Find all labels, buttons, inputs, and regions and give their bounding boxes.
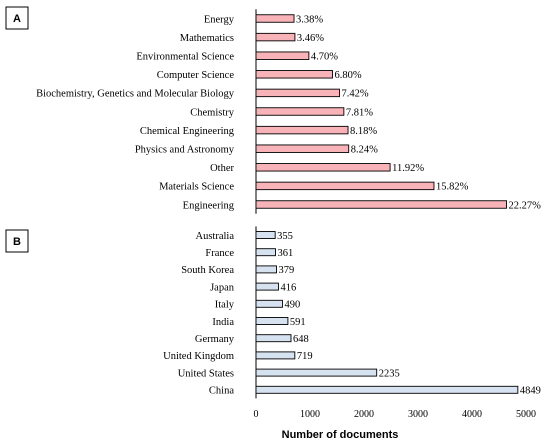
bar-united-states [255, 368, 378, 377]
x-tick-label-3000: 3000 [408, 409, 428, 420]
bar-environmental-science [255, 51, 310, 60]
value-label-australia: 355 [277, 231, 293, 242]
x-tick-label-5000: 5000 [516, 409, 536, 420]
category-label-japan: Japan [210, 282, 235, 293]
value-label-japan: 416 [280, 282, 296, 293]
value-label-environmental-science: 4.70% [311, 52, 338, 63]
category-label-chemistry: Chemistry [190, 107, 234, 118]
category-label-china: China [209, 386, 234, 397]
category-label-environmental-science: Environmental Science [136, 52, 234, 63]
bar-france [255, 248, 276, 257]
bar-biochemistry-genetics-and-molecular-biology [255, 88, 340, 98]
category-label-physics-and-astronomy: Physics and Astronomy [135, 145, 235, 156]
category-label-computer-science: Computer Science [157, 70, 235, 81]
category-label-united-kingdom: United Kingdom [163, 351, 234, 362]
value-label-france: 361 [277, 248, 293, 259]
value-label-south-korea: 379 [278, 265, 294, 276]
value-label-united-states: 2235 [379, 368, 400, 379]
category-label-mathematics: Mathematics [180, 33, 234, 44]
category-label-australia: Australia [196, 231, 235, 242]
x-tick-label-0: 0 [254, 409, 259, 420]
x-tick-label-4000: 4000 [462, 409, 482, 420]
bar-united-kingdom [255, 351, 296, 360]
bar-engineering [255, 200, 507, 209]
category-label-south-korea: South Korea [181, 265, 234, 276]
value-label-physics-and-astronomy: 8.24% [351, 145, 378, 156]
bar-chemical-engineering [255, 125, 349, 135]
panel-b-chart: B Australia 355 France 361 South Korea 379 Jap… [5, 226, 541, 399]
bar-physics-and-astronomy [255, 144, 350, 153]
category-label-chemical-engineering: Chemical Engineering [140, 126, 235, 137]
bar-computer-science [255, 70, 333, 79]
value-label-engineering: 22.27% [509, 200, 542, 211]
panel-b-label-box [5, 229, 29, 253]
value-label-india: 591 [290, 317, 306, 328]
category-label-engineering: Engineering [183, 200, 235, 211]
category-label-biochemistry-genetics-and-molecular-biology: Biochemistry, Genetics and Molecular Bio… [36, 89, 235, 100]
bar-japan [255, 282, 279, 291]
bar-energy [255, 14, 295, 23]
bar-germany [255, 334, 292, 343]
panel-a-chart: A Energy 3.38% Mathematics 3.46% Environment… [5, 6, 542, 214]
bar-india [255, 317, 289, 325]
value-label-other: 11.92% [392, 163, 424, 174]
value-label-mathematics: 3.46% [297, 33, 324, 44]
category-label-other: Other [210, 163, 234, 174]
bar-italy [255, 299, 283, 308]
bar-other [255, 163, 391, 172]
panel-a-label: A [13, 13, 21, 25]
panel-b-x-axis: 0 1000 2000 3000 4000 5000 [254, 409, 537, 420]
bar-australia [255, 231, 276, 239]
panel-a-label-box [5, 6, 29, 30]
x-axis-label: Number of documents [282, 429, 399, 441]
category-label-india: India [212, 317, 234, 328]
value-label-chemical-engineering: 8.18% [350, 126, 377, 137]
category-label-france: France [205, 248, 234, 259]
value-label-united-kingdom: 719 [297, 351, 313, 362]
value-label-chemistry: 7.81% [346, 107, 373, 118]
category-label-italy: Italy [215, 300, 235, 311]
value-label-italy: 490 [284, 300, 300, 311]
x-tick-label-2000: 2000 [354, 409, 374, 420]
category-label-materials-science: Materials Science [159, 182, 234, 193]
value-label-computer-science: 6.80% [335, 70, 362, 81]
value-label-materials-science: 15.82% [436, 182, 469, 193]
bar-chemistry [255, 107, 345, 116]
x-tick-label-1000: 1000 [300, 409, 320, 420]
bar-mathematics [255, 32, 296, 42]
category-label-energy: Energy [204, 14, 235, 25]
value-label-germany: 648 [293, 334, 309, 345]
panel-b-label: B [13, 236, 21, 248]
value-label-china: 4849 [520, 386, 541, 397]
value-label-energy: 3.38% [296, 14, 323, 25]
bar-china [255, 385, 519, 394]
bar-materials-science [255, 181, 435, 191]
bar-south-korea [255, 265, 277, 274]
category-label-united-states: United States [178, 368, 234, 379]
value-label-biochemistry-genetics-and-molecular-biology: 7.42% [341, 89, 368, 100]
category-label-germany: Germany [195, 334, 235, 345]
